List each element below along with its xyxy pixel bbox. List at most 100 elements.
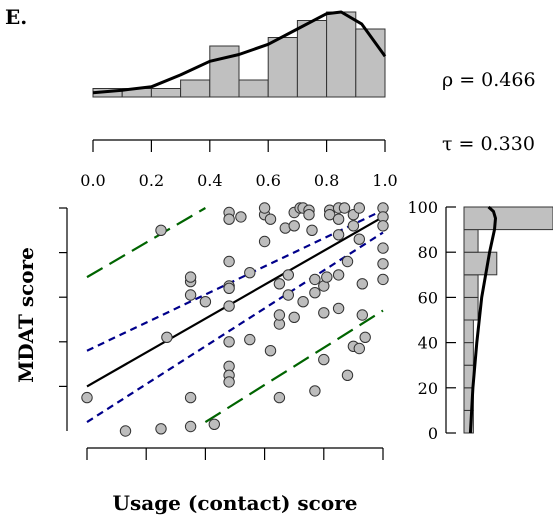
x-tick-label: 1.0 [372, 171, 397, 190]
y-hist-bar [463, 296, 479, 321]
data-point [318, 353, 330, 366]
data-point [223, 336, 235, 348]
data-point [282, 269, 294, 281]
data-point [258, 235, 271, 248]
y-density-curve [468, 205, 497, 434]
data-point [184, 289, 197, 301]
tau-stat: τ = 0.330 [442, 133, 535, 155]
x-hist-bar [150, 88, 182, 98]
y-hist-bar [463, 274, 479, 298]
y-tick-label: 20 [418, 379, 438, 398]
y-tick-label: 100 [407, 198, 438, 217]
x-axis: 0.0 0.2 0.4 0.6 0.8 1.0 [80, 139, 398, 190]
ci-lower-line [86, 231, 384, 424]
y-marginal-histogram [463, 205, 553, 434]
data-point [324, 209, 336, 221]
data-point [309, 273, 321, 286]
data-point [273, 309, 286, 321]
data-point [332, 213, 345, 225]
data-point [341, 255, 354, 268]
data-point [161, 331, 173, 343]
y-axis: 0 20 40 60 80 100 [407, 198, 456, 443]
data-point [282, 289, 294, 301]
data-point [332, 229, 345, 241]
data-point [377, 220, 389, 232]
pi-lower-line [204, 309, 384, 424]
x-hist-bar [326, 11, 357, 98]
x-hist-bar [296, 20, 328, 98]
data-point [353, 342, 365, 355]
data-point [356, 278, 368, 290]
x-tick-label: 0.8 [314, 171, 339, 190]
x-hist-bar [180, 79, 211, 98]
data-point [377, 258, 389, 270]
data-point [332, 269, 345, 281]
x-tick-label: 0.4 [197, 171, 222, 190]
data-point [223, 282, 235, 294]
data-point [347, 220, 360, 232]
data-point [155, 224, 167, 237]
data-point [309, 287, 321, 299]
ci-upper-line [86, 209, 384, 352]
x-hist-bar [238, 79, 269, 98]
y-tick-label: 80 [418, 243, 438, 262]
data-point [208, 418, 221, 430]
data-point [264, 213, 277, 225]
pi-upper-line [86, 207, 206, 279]
data-point [273, 278, 286, 290]
data-point [288, 220, 300, 232]
data-point [318, 307, 330, 319]
data-point [297, 296, 309, 308]
y-hist-bar [463, 319, 474, 344]
data-point [377, 242, 389, 254]
data-point [155, 423, 167, 435]
x-hist-bar [209, 45, 240, 98]
x-density-curve [92, 10, 387, 95]
data-point [303, 209, 315, 221]
x-hist-bar [355, 28, 386, 98]
data-point [273, 391, 286, 404]
data-point [359, 331, 371, 343]
data-point [341, 369, 354, 381]
data-point [338, 202, 351, 214]
rho-stat: ρ = 0.466 [442, 69, 536, 91]
data-point [356, 309, 368, 321]
x-tick-label: 0.0 [80, 171, 105, 190]
x-tick-label: 0.2 [139, 171, 164, 190]
data-point [244, 267, 256, 279]
data-point [353, 233, 365, 245]
main-axes [59, 207, 384, 460]
x-hist-bar [267, 37, 298, 98]
data-point [309, 385, 321, 397]
data-point [321, 271, 333, 283]
data-point [223, 376, 235, 388]
data-point [184, 420, 197, 433]
y-hist-bar [463, 251, 498, 276]
data-point [264, 345, 277, 357]
data-point [223, 255, 235, 268]
data-point [377, 273, 389, 286]
y-tick-label: 0 [428, 424, 438, 443]
y-hist-bar [463, 229, 479, 253]
data-point [184, 271, 197, 283]
data-point [288, 311, 300, 323]
x-axis-title: Usage (contact) score [113, 491, 358, 515]
panel-label: E. [5, 5, 27, 29]
y-hist-bar [463, 206, 553, 231]
data-point [353, 202, 365, 214]
data-point [332, 302, 345, 315]
data-point [184, 391, 197, 404]
data-point [223, 300, 235, 312]
data-point [306, 224, 318, 237]
data-point [244, 333, 256, 346]
regression-line [86, 215, 384, 388]
data-point [223, 213, 235, 225]
y-tick-label: 40 [418, 334, 438, 353]
data-point [81, 391, 93, 404]
x-marginal-histogram [92, 10, 387, 98]
y-axis-title: MDAT score [14, 247, 38, 383]
scatter-points [81, 202, 389, 437]
data-point [258, 202, 271, 214]
regression-lines [86, 207, 384, 424]
